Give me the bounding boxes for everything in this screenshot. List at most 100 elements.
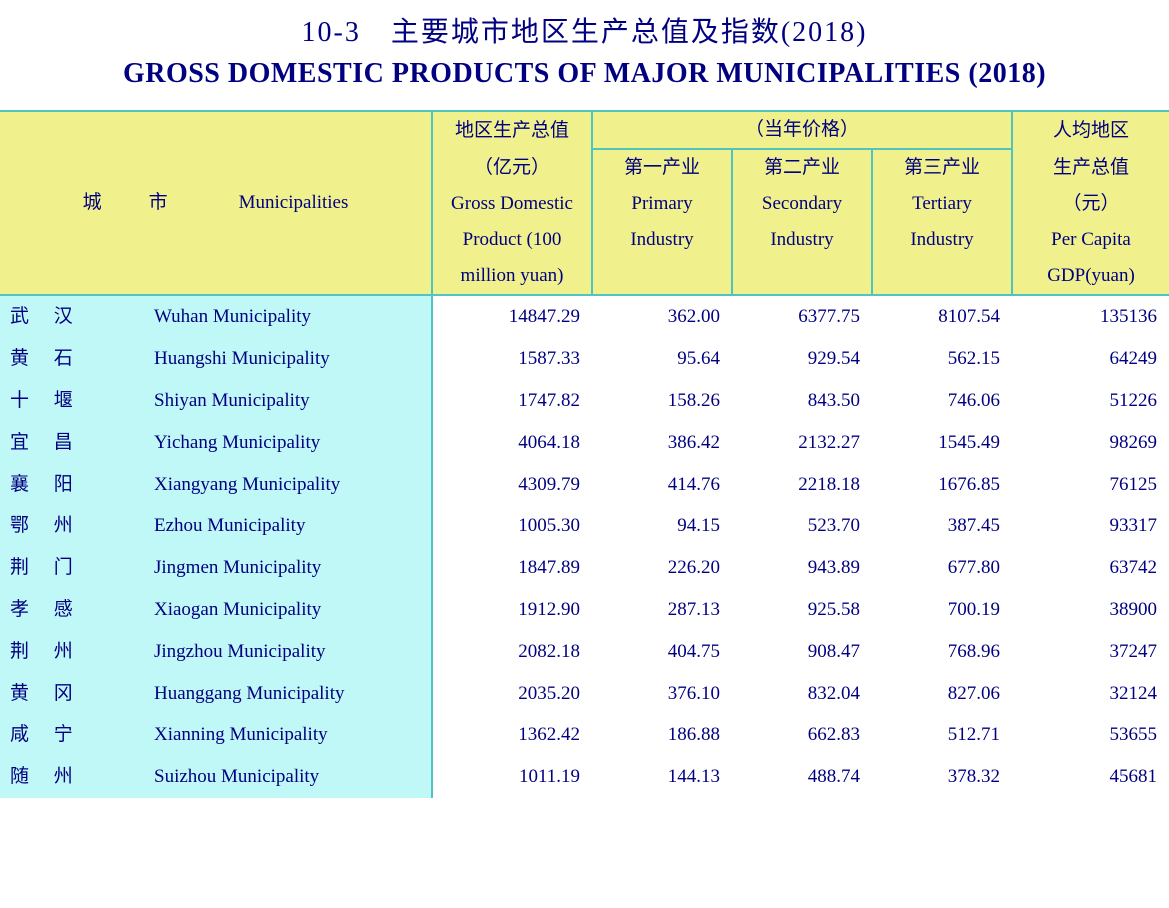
cell-gdp: 4309.79 — [432, 464, 592, 506]
cell-secondary: 2218.18 — [732, 464, 872, 506]
cell-secondary: 523.70 — [732, 505, 872, 547]
cell-secondary: 908.47 — [732, 631, 872, 673]
header-gdp-cn1: 地区生产总值 — [432, 111, 592, 149]
cell-municipality: Huanggang Municipality — [150, 673, 432, 715]
cell-gdp: 1587.33 — [432, 338, 592, 380]
cell-city: 咸 宁 — [0, 714, 150, 756]
header-primary-en1: Primary — [592, 186, 732, 222]
cell-percapita: 38900 — [1012, 589, 1169, 631]
cell-primary: 144.13 — [592, 756, 732, 798]
cell-primary: 287.13 — [592, 589, 732, 631]
cell-tertiary: 378.32 — [872, 756, 1012, 798]
header-tertiary-en2: Industry — [872, 222, 1012, 258]
cell-tertiary: 387.45 — [872, 505, 1012, 547]
cell-percapita: 135136 — [1012, 295, 1169, 338]
cell-city: 襄 阳 — [0, 464, 150, 506]
cell-city: 黄 冈 — [0, 673, 150, 715]
cell-percapita: 63742 — [1012, 547, 1169, 589]
header-percap-en1: Per Capita — [1012, 222, 1169, 258]
table-row: 武 汉 Wuhan Municipality 14847.29 362.00 6… — [0, 295, 1169, 338]
cell-municipality: Xianning Municipality — [150, 714, 432, 756]
cell-percapita: 53655 — [1012, 714, 1169, 756]
cell-gdp: 1005.30 — [432, 505, 592, 547]
cell-municipality: Ezhou Municipality — [150, 505, 432, 547]
cell-tertiary: 677.80 — [872, 547, 1012, 589]
cell-gdp: 1847.89 — [432, 547, 592, 589]
cell-gdp: 1912.90 — [432, 589, 592, 631]
cell-primary: 226.20 — [592, 547, 732, 589]
header-gdp-cn2: （亿元） — [432, 149, 592, 186]
cell-tertiary: 827.06 — [872, 673, 1012, 715]
cell-city: 武 汉 — [0, 295, 150, 338]
cell-primary: 376.10 — [592, 673, 732, 715]
cell-tertiary: 1676.85 — [872, 464, 1012, 506]
cell-tertiary: 562.15 — [872, 338, 1012, 380]
table-row: 荆 门 Jingmen Municipality 1847.89 226.20 … — [0, 547, 1169, 589]
header-percap-en2: GDP(yuan) — [1012, 258, 1169, 295]
header-current-price: （当年价格） — [592, 111, 1012, 149]
cell-tertiary: 1545.49 — [872, 422, 1012, 464]
cell-gdp: 2082.18 — [432, 631, 592, 673]
cell-secondary: 2132.27 — [732, 422, 872, 464]
table-row: 随 州 Suizhou Municipality 1011.19 144.13 … — [0, 756, 1169, 798]
title-block: 10-3 主要城市地区生产总值及指数(2018) GROSS DOMESTIC … — [0, 0, 1169, 110]
cell-tertiary: 746.06 — [872, 380, 1012, 422]
header-secondary-cn: 第二产业 — [732, 149, 872, 186]
cell-percapita: 98269 — [1012, 422, 1169, 464]
cell-city: 黄 石 — [0, 338, 150, 380]
cell-municipality: Huangshi Municipality — [150, 338, 432, 380]
cell-city: 荆 州 — [0, 631, 150, 673]
header-city-muni: 城 市 Municipalities — [0, 111, 432, 295]
cell-primary: 94.15 — [592, 505, 732, 547]
header-gdp-en1: Gross Domestic — [432, 186, 592, 222]
cell-secondary: 843.50 — [732, 380, 872, 422]
table-row: 咸 宁 Xianning Municipality 1362.42 186.88… — [0, 714, 1169, 756]
cell-percapita: 76125 — [1012, 464, 1169, 506]
cell-municipality: Shiyan Municipality — [150, 380, 432, 422]
header-gdp-en2: Product (100 — [432, 222, 592, 258]
header-secondary-en1: Secondary — [732, 186, 872, 222]
cell-municipality: Jingzhou Municipality — [150, 631, 432, 673]
cell-city: 鄂 州 — [0, 505, 150, 547]
cell-city: 随 州 — [0, 756, 150, 798]
table-row: 黄 冈 Huanggang Municipality 2035.20 376.1… — [0, 673, 1169, 715]
cell-city: 宜 昌 — [0, 422, 150, 464]
cell-percapita: 37247 — [1012, 631, 1169, 673]
cell-tertiary: 512.71 — [872, 714, 1012, 756]
cell-municipality: Xiangyang Municipality — [150, 464, 432, 506]
table-row: 宜 昌 Yichang Municipality 4064.18 386.42 … — [0, 422, 1169, 464]
cell-municipality: Jingmen Municipality — [150, 547, 432, 589]
table-row: 黄 石 Huangshi Municipality 1587.33 95.64 … — [0, 338, 1169, 380]
cell-gdp: 1747.82 — [432, 380, 592, 422]
table-row: 十 堰 Shiyan Municipality 1747.82 158.26 8… — [0, 380, 1169, 422]
header-percap-cn1: 人均地区 — [1012, 111, 1169, 149]
cell-gdp: 1011.19 — [432, 756, 592, 798]
cell-municipality: Yichang Municipality — [150, 422, 432, 464]
cell-percapita: 45681 — [1012, 756, 1169, 798]
header-tertiary-cn: 第三产业 — [872, 149, 1012, 186]
cell-city: 孝 感 — [0, 589, 150, 631]
table-row: 孝 感 Xiaogan Municipality 1912.90 287.13 … — [0, 589, 1169, 631]
header-percap-cn2: 生产总值 — [1012, 149, 1169, 186]
cell-gdp: 4064.18 — [432, 422, 592, 464]
cell-primary: 186.88 — [592, 714, 732, 756]
cell-secondary: 6377.75 — [732, 295, 872, 338]
cell-primary: 158.26 — [592, 380, 732, 422]
cell-municipality: Wuhan Municipality — [150, 295, 432, 338]
cell-secondary: 943.89 — [732, 547, 872, 589]
cell-percapita: 32124 — [1012, 673, 1169, 715]
cell-secondary: 662.83 — [732, 714, 872, 756]
cell-secondary: 925.58 — [732, 589, 872, 631]
header-gdp-en3: million yuan) — [432, 258, 592, 295]
cell-primary: 404.75 — [592, 631, 732, 673]
header-primary-cn: 第一产业 — [592, 149, 732, 186]
table-row: 襄 阳 Xiangyang Municipality 4309.79 414.7… — [0, 464, 1169, 506]
cell-tertiary: 8107.54 — [872, 295, 1012, 338]
header-primary-en2: Industry — [592, 222, 732, 258]
cell-gdp: 1362.42 — [432, 714, 592, 756]
cell-municipality: Xiaogan Municipality — [150, 589, 432, 631]
cell-percapita: 51226 — [1012, 380, 1169, 422]
cell-secondary: 929.54 — [732, 338, 872, 380]
title-english: GROSS DOMESTIC PRODUCTS OF MAJOR MUNICIP… — [0, 58, 1169, 90]
table-row: 荆 州 Jingzhou Municipality 2082.18 404.75… — [0, 631, 1169, 673]
